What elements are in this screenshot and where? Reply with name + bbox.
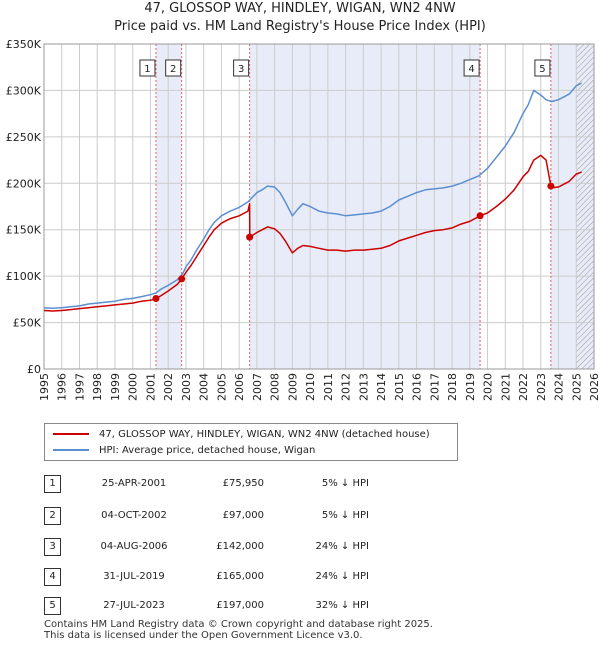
- legend-swatch-property: [53, 433, 89, 435]
- x-tick-label: 2011: [322, 373, 335, 401]
- sale-number-box: [165, 59, 182, 77]
- x-tick-label: 2004: [198, 373, 211, 401]
- transaction-date: 31-JUL-2019: [103, 571, 165, 582]
- footer-attribution: Contains HM Land Registry data © Crown c…: [44, 619, 433, 641]
- sale-point: [152, 294, 160, 302]
- transaction-hpi-diff: 32% ↓ HPI: [315, 600, 369, 611]
- x-tick-label: 2020: [482, 373, 495, 401]
- transaction-price: £142,000: [216, 541, 264, 552]
- x-tick-label: 2012: [340, 373, 353, 401]
- transaction-number: 4: [44, 568, 61, 586]
- footer-line-licence: This data is licensed under the Open Gov…: [44, 630, 363, 641]
- y-tick-label: £300K: [6, 84, 42, 97]
- sale-number-label: 3: [238, 64, 244, 75]
- transaction-date: 25-APR-2001: [101, 478, 167, 489]
- transaction-price: £75,950: [222, 478, 264, 489]
- x-tick-label: 2002: [162, 373, 175, 401]
- transaction-number: 3: [44, 538, 61, 556]
- sale-number-box: [139, 59, 156, 77]
- transaction-row: 5 27-JUL-2023 £197,000 32% ↓ HPI: [44, 597, 444, 615]
- transaction-hpi-diff: 24% ↓ HPI: [315, 571, 369, 582]
- footer-line-copyright: Contains HM Land Registry data © Crown c…: [44, 619, 433, 630]
- transaction-number: 2: [44, 507, 61, 525]
- x-tick-label: 2024: [553, 373, 566, 401]
- price-chart: 1 2 3 4 5 £0 £50K £100K £150K £200K £250K £300K £350…: [6, 38, 600, 401]
- y-tick-label: £250K: [6, 131, 42, 144]
- x-tick-label: 2003: [180, 373, 193, 401]
- transaction-date: 04-AUG-2006: [100, 541, 168, 552]
- sale-number-box: [233, 59, 250, 77]
- x-tick-label: 2008: [269, 373, 282, 401]
- legend-swatch-hpi: [53, 449, 89, 451]
- sale-point: [246, 233, 254, 241]
- x-tick-label: 1997: [73, 373, 86, 401]
- x-tick-label: 2007: [251, 373, 264, 401]
- sale-point: [547, 182, 555, 190]
- plot-border: [43, 43, 595, 370]
- x-tick-label: 2022: [517, 373, 530, 401]
- x-tick-label: 2010: [304, 373, 317, 401]
- y-tick-label: £50K: [13, 317, 42, 330]
- transaction-row: 1 25-APR-2001 £75,950 5% ↓ HPI: [44, 475, 444, 493]
- x-tick-label: 2019: [464, 373, 477, 401]
- sale-point: [476, 212, 484, 220]
- legend-item-hpi: HPI: Average price, detached house, Wiga…: [53, 442, 315, 458]
- x-tick-label: 2017: [428, 373, 441, 401]
- x-tick-label: 1998: [91, 373, 104, 401]
- y-tick-label: £150K: [6, 224, 42, 237]
- transaction-number: 1: [44, 475, 61, 493]
- y-tick-label: £200K: [6, 177, 42, 190]
- sale-number-label: 2: [170, 64, 176, 75]
- x-tick-label: 2015: [393, 373, 406, 401]
- transaction-row: 2 04-OCT-2002 £97,000 5% ↓ HPI: [44, 507, 444, 525]
- x-tick-label: 2014: [375, 373, 388, 401]
- y-tick-label: £350K: [6, 38, 42, 51]
- y-tick-label: £100K: [6, 270, 42, 283]
- property-price-line: [43, 154, 582, 312]
- transaction-hpi-diff: 5% ↓ HPI: [321, 510, 369, 521]
- x-tick-label: 2021: [499, 373, 512, 401]
- chart-legend: 47, GLOSSOP WAY, HINDLEY, WIGAN, WN2 4NW…: [44, 423, 458, 461]
- legend-item-property: 47, GLOSSOP WAY, HINDLEY, WIGAN, WN2 4NW…: [53, 426, 430, 442]
- transaction-row: 3 04-AUG-2006 £142,000 24% ↓ HPI: [44, 538, 444, 556]
- sale-number-label: 1: [144, 64, 150, 75]
- transaction-row: 4 31-JUL-2019 £165,000 24% ↓ HPI: [44, 568, 444, 586]
- sale-number-box: [534, 59, 551, 77]
- x-tick-label: 1996: [56, 373, 69, 401]
- transaction-number: 5: [44, 597, 61, 615]
- x-tick-label: 2009: [286, 373, 299, 401]
- transaction-hpi-diff: 24% ↓ HPI: [315, 541, 369, 552]
- sale-point: [178, 275, 186, 283]
- chart-subtitle: Price paid vs. HM Land Registry's House …: [114, 19, 486, 34]
- hpi-line: [43, 82, 582, 309]
- sale-number-label: 4: [468, 64, 474, 75]
- x-tick-label: 1995: [38, 373, 51, 401]
- sale-number-box: [463, 59, 480, 77]
- x-tick-label: 2001: [144, 373, 157, 401]
- transaction-date: 27-JUL-2023: [103, 600, 165, 611]
- chart-title: 47, GLOSSOP WAY, HINDLEY, WIGAN, WN2 4NW: [144, 1, 456, 16]
- transaction-hpi-diff: 5% ↓ HPI: [321, 478, 369, 489]
- x-tick-label: 2018: [446, 373, 459, 401]
- legend-label-hpi: HPI: Average price, detached house, Wiga…: [99, 444, 316, 456]
- x-tick-label: 1999: [109, 373, 122, 401]
- y-tick-label: £0: [27, 363, 41, 376]
- shaded-band: [155, 44, 182, 369]
- x-tick-label: 2016: [411, 373, 424, 401]
- x-tick-label: 2000: [127, 373, 140, 401]
- x-tick-label: 2013: [357, 373, 370, 401]
- x-tick-label: 2023: [535, 373, 548, 401]
- transaction-price: £97,000: [222, 510, 264, 521]
- transaction-price: £197,000: [216, 600, 264, 611]
- projection-hatch: [576, 44, 594, 369]
- transaction-date: 04-OCT-2002: [101, 510, 167, 521]
- transaction-price: £165,000: [216, 571, 264, 582]
- shaded-band: [249, 44, 481, 369]
- x-tick-label: 2006: [233, 373, 246, 401]
- legend-label-property: 47, GLOSSOP WAY, HINDLEY, WIGAN, WN2 4NW…: [99, 428, 430, 440]
- x-tick-label: 2025: [570, 373, 583, 401]
- x-tick-label: 2026: [588, 373, 600, 401]
- sale-number-label: 5: [539, 64, 545, 75]
- x-tick-label: 2005: [215, 373, 228, 401]
